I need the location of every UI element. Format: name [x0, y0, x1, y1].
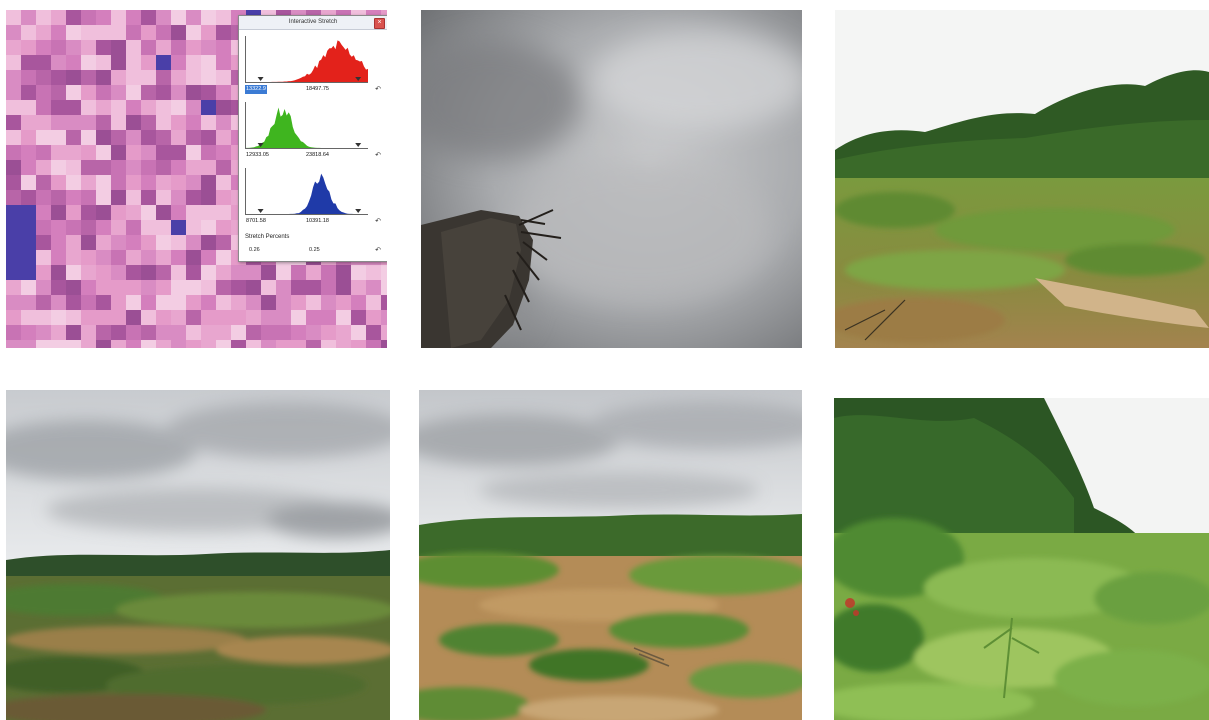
stretch-handle	[257, 77, 264, 81]
blue-band-histogram-block: 8701.58 10391.18 ↶	[245, 168, 381, 227]
shrubland-cloudy-sky-photo	[6, 390, 390, 720]
stretch-percents-label: Stretch Percents	[245, 234, 290, 240]
sky-stump-illustration	[421, 10, 802, 348]
cleared-patch-regrowth-photo	[419, 390, 802, 720]
blue-band-min-value[interactable]: 8701.58	[246, 218, 266, 224]
close-icon[interactable]: ×	[374, 18, 385, 29]
dense-regrowth-illustration	[834, 398, 1209, 720]
red-band-histogram-block: 13322.9 18497.75 ↶	[245, 36, 381, 95]
interactive-stretch-dialog: Interactive Stretch × 13322.9 18497.75 ↶…	[238, 15, 387, 262]
red-band-min-value[interactable]: 13322.9	[245, 85, 267, 94]
reset-icon[interactable]: ↶	[375, 218, 381, 225]
reset-icon[interactable]: ↶	[375, 247, 381, 254]
percentile-low-value[interactable]: 0.26	[249, 247, 260, 253]
dialog-title: Interactive Stretch	[288, 19, 338, 25]
sky-tree-stump-photo	[421, 10, 802, 348]
percentile-high-value[interactable]: 0.25	[309, 247, 320, 253]
cleared-land-forest-photo	[835, 10, 1209, 348]
blue-histogram-chart	[246, 173, 368, 214]
reset-icon[interactable]: ↶	[375, 86, 381, 93]
blue-band-max-value[interactable]: 10391.18	[306, 218, 329, 224]
histogram-area	[246, 107, 368, 148]
red-band-histogram[interactable]	[245, 36, 368, 83]
red-band-range-row: 13322.9 18497.75 ↶	[245, 85, 381, 95]
histogram-area	[246, 173, 368, 214]
red-histogram-chart	[246, 40, 368, 82]
green-band-histogram[interactable]	[245, 102, 368, 149]
blue-band-histogram[interactable]	[245, 168, 368, 215]
regrowth-illustration	[419, 390, 802, 720]
reset-icon[interactable]: ↶	[375, 152, 381, 159]
green-histogram-chart	[246, 107, 368, 148]
stretch-handle	[355, 143, 362, 147]
dialog-title-bar: Interactive Stretch ×	[239, 16, 387, 30]
green-band-histogram-block: 12933.05 23818.64 ↶	[245, 102, 381, 161]
dense-regrowth-forest-photo	[834, 398, 1209, 720]
red-band-max-value[interactable]: 18497.75	[306, 86, 329, 92]
green-band-min-value[interactable]: 12933.05	[246, 152, 269, 158]
stretch-handle	[355, 209, 362, 213]
stretch-handle	[257, 143, 264, 147]
stretch-handle	[355, 77, 362, 81]
stretch-handle	[257, 209, 264, 213]
green-band-max-value[interactable]: 23818.64	[306, 152, 329, 158]
satellite-image-panel: Interactive Stretch × 13322.9 18497.75 ↶…	[6, 10, 387, 348]
blue-band-range-row: 8701.58 10391.18 ↶	[245, 217, 381, 227]
cleared-land-illustration	[835, 10, 1209, 348]
green-band-range-row: 12933.05 23818.64 ↶	[245, 151, 381, 161]
shrubland-illustration	[6, 390, 390, 720]
histogram-area	[246, 40, 368, 82]
stretch-percents-row: 0.26 0.25 ↶	[245, 246, 381, 256]
